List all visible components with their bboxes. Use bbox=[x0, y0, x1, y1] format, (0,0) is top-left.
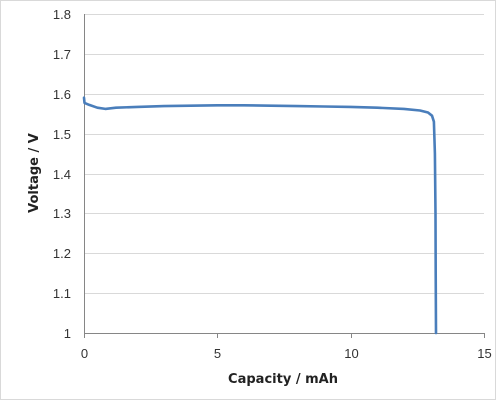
y-tick-label: 1.5 bbox=[53, 127, 71, 142]
y-tick-label: 1 bbox=[64, 326, 71, 341]
x-tick-label: 10 bbox=[344, 346, 358, 361]
axes bbox=[84, 14, 485, 338]
y-tick-label: 1.7 bbox=[53, 47, 71, 62]
x-tick-label: 5 bbox=[214, 346, 221, 361]
x-axis-title: Capacity / mAh bbox=[228, 372, 338, 387]
x-tick-labels: 0 5 10 15 bbox=[81, 346, 492, 361]
y-tick-label: 1.3 bbox=[53, 206, 71, 221]
y-tick-label: 1.2 bbox=[53, 246, 71, 261]
discharge-curve bbox=[82, 96, 438, 335]
series bbox=[82, 96, 438, 335]
y-tick-label: 1.8 bbox=[53, 7, 71, 22]
y-tick-labels: 1 1.1 1.2 1.3 1.4 1.5 1.6 1.7 1.8 bbox=[53, 7, 71, 341]
x-tick-label: 15 bbox=[477, 346, 491, 361]
y-tick-label: 1.1 bbox=[53, 286, 71, 301]
y-tick-label: 1.4 bbox=[53, 167, 71, 182]
gridlines bbox=[84, 14, 484, 294]
y-axis-title: Voltage / V bbox=[27, 133, 42, 213]
x-tick-label: 0 bbox=[81, 346, 88, 361]
y-tick-label: 1.6 bbox=[53, 87, 71, 102]
